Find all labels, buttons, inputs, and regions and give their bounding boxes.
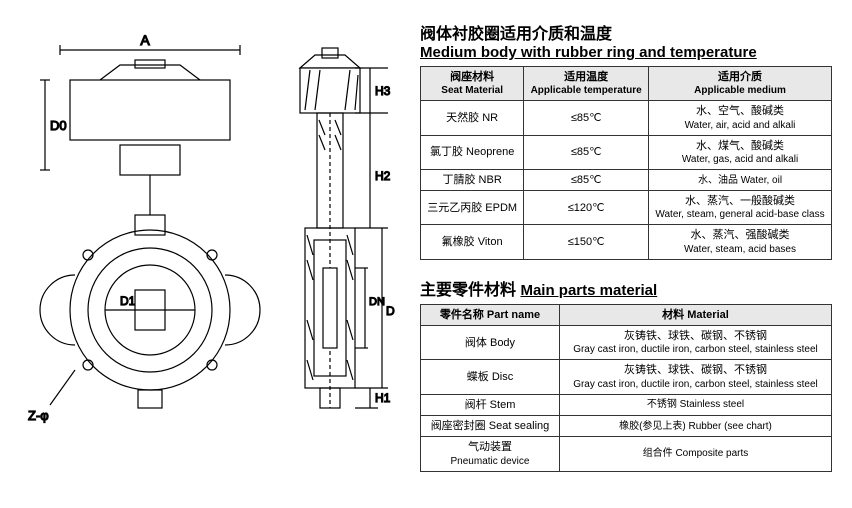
- dim-a: A: [140, 32, 150, 48]
- dim-h3: H3: [375, 84, 391, 98]
- table-row: 天然胶 NR≤85℃水、空气、酸碱类Water, air, acid and a…: [421, 101, 832, 135]
- col-part-name: 零件名称 Part name: [421, 304, 560, 325]
- dim-h1: H1: [375, 391, 391, 405]
- table-row: 阀杆 Stem不锈钢 Stainless steel: [421, 394, 832, 415]
- table-row: 阀体 Body灰铸铁、球铁、碳钢、不锈钢Gray cast iron, duct…: [421, 326, 832, 360]
- table-row: 丁腈胶 NBR≤85℃水、油品 Water, oil: [421, 169, 832, 190]
- dim-d0: D0: [50, 118, 67, 133]
- table-row: 气动装置Pneumatic device组合件 Composite parts: [421, 437, 832, 471]
- dim-h2: H2: [375, 169, 391, 183]
- dim-zphi: Z-φ: [28, 408, 49, 423]
- col-material: 材料 Material: [559, 304, 831, 325]
- section1-title: 阀体衬胶圈适用介质和温度 Medium body with rubber rin…: [420, 20, 832, 62]
- col-seat-material: 阀座材料Seat Material: [421, 67, 524, 101]
- parts-material-table: 零件名称 Part name 材料 Material 阀体 Body灰铸铁、球铁…: [420, 304, 832, 472]
- table-row: 蝶板 Disc灰铸铁、球铁、碳钢、不锈钢Gray cast iron, duct…: [421, 360, 832, 394]
- table-row: 氯丁胶 Neoprene≤85℃水、煤气、酸碱类Water, gas, acid…: [421, 135, 832, 169]
- dim-d1: D1: [120, 294, 136, 308]
- col-temp: 适用温度Applicable temperature: [524, 67, 649, 101]
- col-medium: 适用介质Applicable medium: [649, 67, 832, 101]
- table-row: 三元乙丙胶 EPDM≤120℃水、蒸汽、一般酸碱类Water, steam, g…: [421, 191, 832, 225]
- technical-diagram: A D0: [20, 20, 400, 488]
- rubber-ring-table: 阀座材料Seat Material 适用温度Applicable tempera…: [420, 66, 832, 260]
- section2-title: 主要零件材料 Main parts material: [420, 276, 832, 300]
- table-row: 阀座密封圈 Seat sealing橡胶(参见上表) Rubber (see c…: [421, 415, 832, 436]
- dim-d: D: [386, 304, 395, 318]
- table-row: 氟橡胶 Viton≤150℃水、蒸汽、强酸碱类Water, steam, aci…: [421, 225, 832, 259]
